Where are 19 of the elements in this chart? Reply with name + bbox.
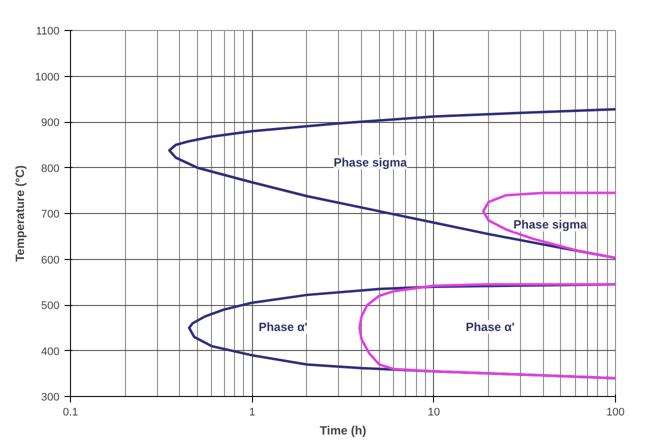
- y-axis-title: Temperature (°C): [13, 165, 28, 262]
- y-tick-label: 600: [41, 254, 60, 266]
- y-tick-label: 1100: [36, 26, 60, 38]
- annotation: Phase sigma: [513, 217, 588, 232]
- y-tick-label: 900: [41, 117, 60, 129]
- annotation: Phase α': [466, 320, 515, 334]
- y-tick-label: 300: [41, 392, 60, 404]
- x-tick-label: 100: [606, 406, 625, 418]
- x-tick-label: 10: [428, 406, 440, 418]
- annotation: Phase α': [258, 320, 308, 334]
- annotation: Phase sigma: [334, 155, 408, 170]
- y-tick-label: 800: [41, 162, 60, 175]
- x-axis-title: Time (h): [320, 424, 366, 438]
- y-tick-label: 700: [41, 208, 60, 220]
- x-tick-label: 0.1: [62, 406, 78, 418]
- x-tick-label: 1: [249, 406, 256, 418]
- y-tick-label: 400: [41, 346, 60, 358]
- y-tick-label: 500: [41, 300, 60, 312]
- y-tick-label: 1000: [35, 71, 60, 84]
